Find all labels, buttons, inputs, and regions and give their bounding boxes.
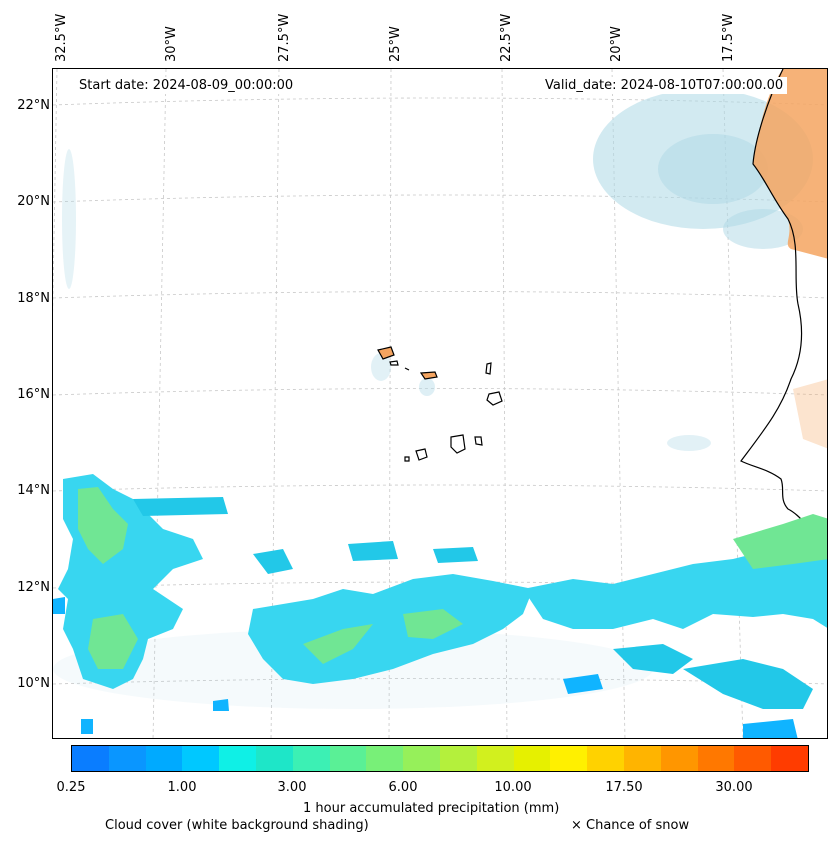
island-sao-vicente — [389, 360, 399, 366]
lat-label-22n: 22°N — [17, 98, 50, 113]
land-africa-north — [753, 69, 827, 259]
map-panel[interactable]: Start date: 2024-08-09_00:00:00 Valid_da… — [52, 68, 828, 739]
coast-africa — [740, 69, 827, 539]
island-brava — [404, 456, 410, 462]
colorbar-segment-8 — [366, 746, 404, 771]
island-santa-luzia — [404, 367, 410, 371]
precip-east-south-4 — [743, 719, 798, 738]
colorbar-segment-17 — [697, 746, 735, 771]
snow-legend: × Chance of snow — [571, 818, 690, 833]
cloud-ne-core — [658, 134, 768, 204]
colorbar-tick-17-50: 17.50 — [605, 780, 643, 795]
gridline-lon-17-5w — [722, 69, 744, 738]
precip-central-north — [253, 549, 293, 574]
cloud-island-2 — [419, 378, 435, 396]
lon-label-27-5w: 27.5°W — [277, 13, 292, 62]
gridline-lon-32-5w — [53, 69, 58, 316]
gridline-lon-22-5w — [501, 69, 508, 738]
colorbar-tick-0-25: 0.25 — [56, 780, 86, 795]
colorbar-segment-7 — [329, 746, 367, 771]
precip-central-core — [303, 624, 373, 664]
colorbar-tick-6-00: 6.00 — [388, 780, 418, 795]
colorbar-segment-6 — [292, 746, 330, 771]
colorbar-segment-0 — [72, 746, 109, 771]
precip-east-south-2 — [683, 659, 813, 709]
gridline-lat-16n — [53, 388, 827, 396]
colorbar-tick-3-00: 3.00 — [277, 780, 307, 795]
precip-east-south-3 — [563, 674, 603, 694]
colorbar-segment-5 — [255, 746, 293, 771]
island-boa-vista — [486, 391, 503, 406]
island-sao-nicolau — [419, 371, 438, 380]
colorbar-segment-18 — [734, 746, 772, 771]
island-santiago — [450, 434, 466, 454]
precip-east-spot-2 — [81, 719, 93, 734]
gridline-lat-22n — [53, 97, 827, 106]
colorbar-segment-2 — [145, 746, 183, 771]
lat-label-20n: 20°N — [17, 194, 50, 209]
cloud-mid — [667, 435, 711, 451]
colorbar-segment-16 — [660, 746, 698, 771]
precip-west-core-2 — [88, 614, 138, 669]
lon-label-22-5w: 22.5°W — [499, 13, 514, 62]
map-canvas — [53, 69, 827, 738]
cloud-island-1 — [371, 353, 391, 381]
cloud-ne-lower — [723, 209, 803, 249]
precip-central-core-2 — [403, 609, 463, 639]
start-date-label: Start date: 2024-08-09_00:00:00 — [75, 77, 298, 94]
colorbar-label: 1 hour accumulated precipitation (mm) — [303, 801, 560, 816]
colorbar-segment-19 — [771, 746, 808, 771]
lon-label-20w: 20°W — [609, 26, 624, 62]
lat-label-18n: 18°N — [17, 291, 50, 306]
lon-label-17-5w: 17.5°W — [721, 13, 736, 62]
precipitation-colorbar — [71, 745, 809, 772]
lat-label-14n: 14°N — [17, 483, 50, 498]
gridline-lat-10n — [53, 678, 827, 685]
gridline-lon-20w — [611, 69, 626, 738]
coastline — [377, 69, 827, 539]
colorbar-tick-10-00: 10.00 — [494, 780, 532, 795]
precip-central-north-3 — [433, 547, 478, 563]
land-orange-mid — [793, 379, 827, 449]
gridline-lat-18n — [53, 291, 827, 299]
precip-east-core — [733, 514, 827, 569]
valid-date-label: Valid_date: 2024-08-10T07:00:00.00 — [541, 77, 788, 94]
colorbar-segment-1 — [108, 746, 146, 771]
cloud-cover-legend: Cloud cover (white background shading) — [105, 818, 369, 833]
colorbar-segment-13 — [550, 746, 588, 771]
colorbar-tick-30-00: 30.00 — [715, 780, 753, 795]
island-fogo — [415, 448, 428, 461]
gridline-lat-12n — [53, 581, 827, 589]
gridline-lat-20n — [53, 194, 827, 203]
colorbar-segment-4 — [219, 746, 256, 771]
colorbar-segment-9 — [403, 746, 440, 771]
precip-west-band — [133, 497, 228, 516]
lon-label-30w: 30°W — [164, 26, 179, 62]
colorbar-segment-14 — [587, 746, 624, 771]
colorbar-segment-3 — [182, 746, 220, 771]
colorbar-segment-12 — [513, 746, 551, 771]
precip-west-core — [78, 487, 128, 564]
island-maio — [474, 436, 483, 446]
colorbar-segment-11 — [476, 746, 514, 771]
lat-label-10n: 10°N — [17, 676, 50, 691]
lon-label-25w: 25°W — [388, 26, 403, 62]
precip-east-spot — [213, 699, 229, 711]
colorbar-segment-15 — [623, 746, 661, 771]
lat-label-12n: 12°N — [17, 580, 50, 595]
colorbar-segment-10 — [439, 746, 477, 771]
precipitation — [53, 474, 827, 738]
cloud-west-strip — [62, 149, 76, 289]
island-santo-antao — [377, 346, 395, 360]
precip-east-south — [613, 644, 693, 674]
precip-west-spot — [53, 597, 65, 614]
colorbar-tick-1-00: 1.00 — [167, 780, 197, 795]
precip-central-north-2 — [348, 541, 398, 561]
gridline-lat-14n — [53, 484, 827, 492]
island-sal — [485, 362, 492, 375]
lat-label-16n: 16°N — [17, 387, 50, 402]
lon-label-32-5w: 32.5°W — [54, 13, 69, 62]
